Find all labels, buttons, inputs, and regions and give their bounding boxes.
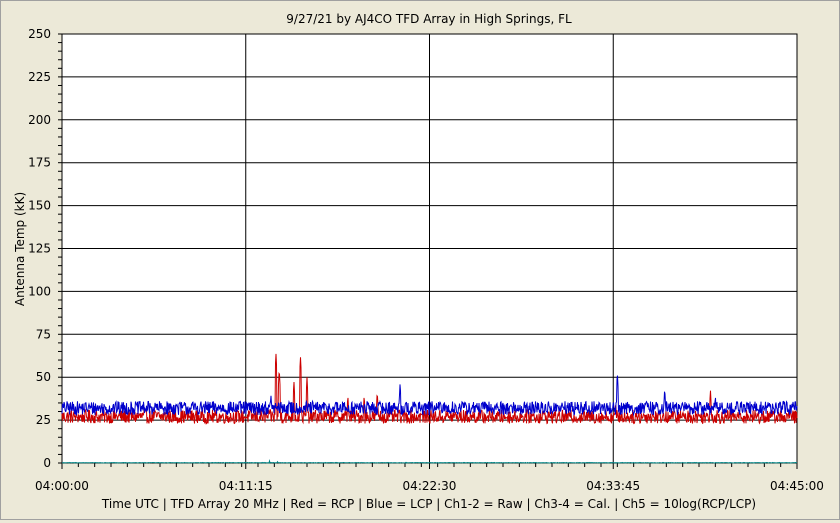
x-tick-labels: 04:00:00 04:11:15 04:22:30 04:33:45 04:45:00 <box>35 479 824 493</box>
x-tick-label: 04:00:00 <box>35 479 89 493</box>
series-group <box>61 353 798 464</box>
y-tick-label: 25 <box>36 413 51 427</box>
y-tick-labels: 0 25 50 75 100 125 150 175 200 225 250 <box>28 27 51 470</box>
x-tick-label: 04:45:00 <box>770 479 824 493</box>
x-tick-label: 04:22:30 <box>403 479 457 493</box>
y-tick-label: 75 <box>36 327 51 341</box>
x-tick-label: 04:11:15 <box>219 479 273 493</box>
y-tick-label: 225 <box>28 70 51 84</box>
y-tick-label: 125 <box>28 242 51 256</box>
x-axis-label: Time UTC | TFD Array 20 MHz | Red = RCP … <box>101 497 756 511</box>
y-tick-label: 150 <box>28 199 51 213</box>
series-ch5 <box>61 459 797 464</box>
y-tick-label: 175 <box>28 156 51 170</box>
minor-ticks <box>58 33 798 467</box>
y-tick-label: 200 <box>28 113 51 127</box>
y-axis-label: Antenna Temp (kK) <box>13 192 27 306</box>
series-lcp <box>61 375 798 417</box>
chart-title: 9/27/21 by AJ4CO TFD Array in High Sprin… <box>286 12 572 26</box>
x-tick-label: 04:33:45 <box>586 479 640 493</box>
y-tick-label: 250 <box>28 27 51 41</box>
y-tick-label: 0 <box>43 456 51 470</box>
y-tick-label: 100 <box>28 284 51 298</box>
y-tick-label: 50 <box>36 370 51 384</box>
